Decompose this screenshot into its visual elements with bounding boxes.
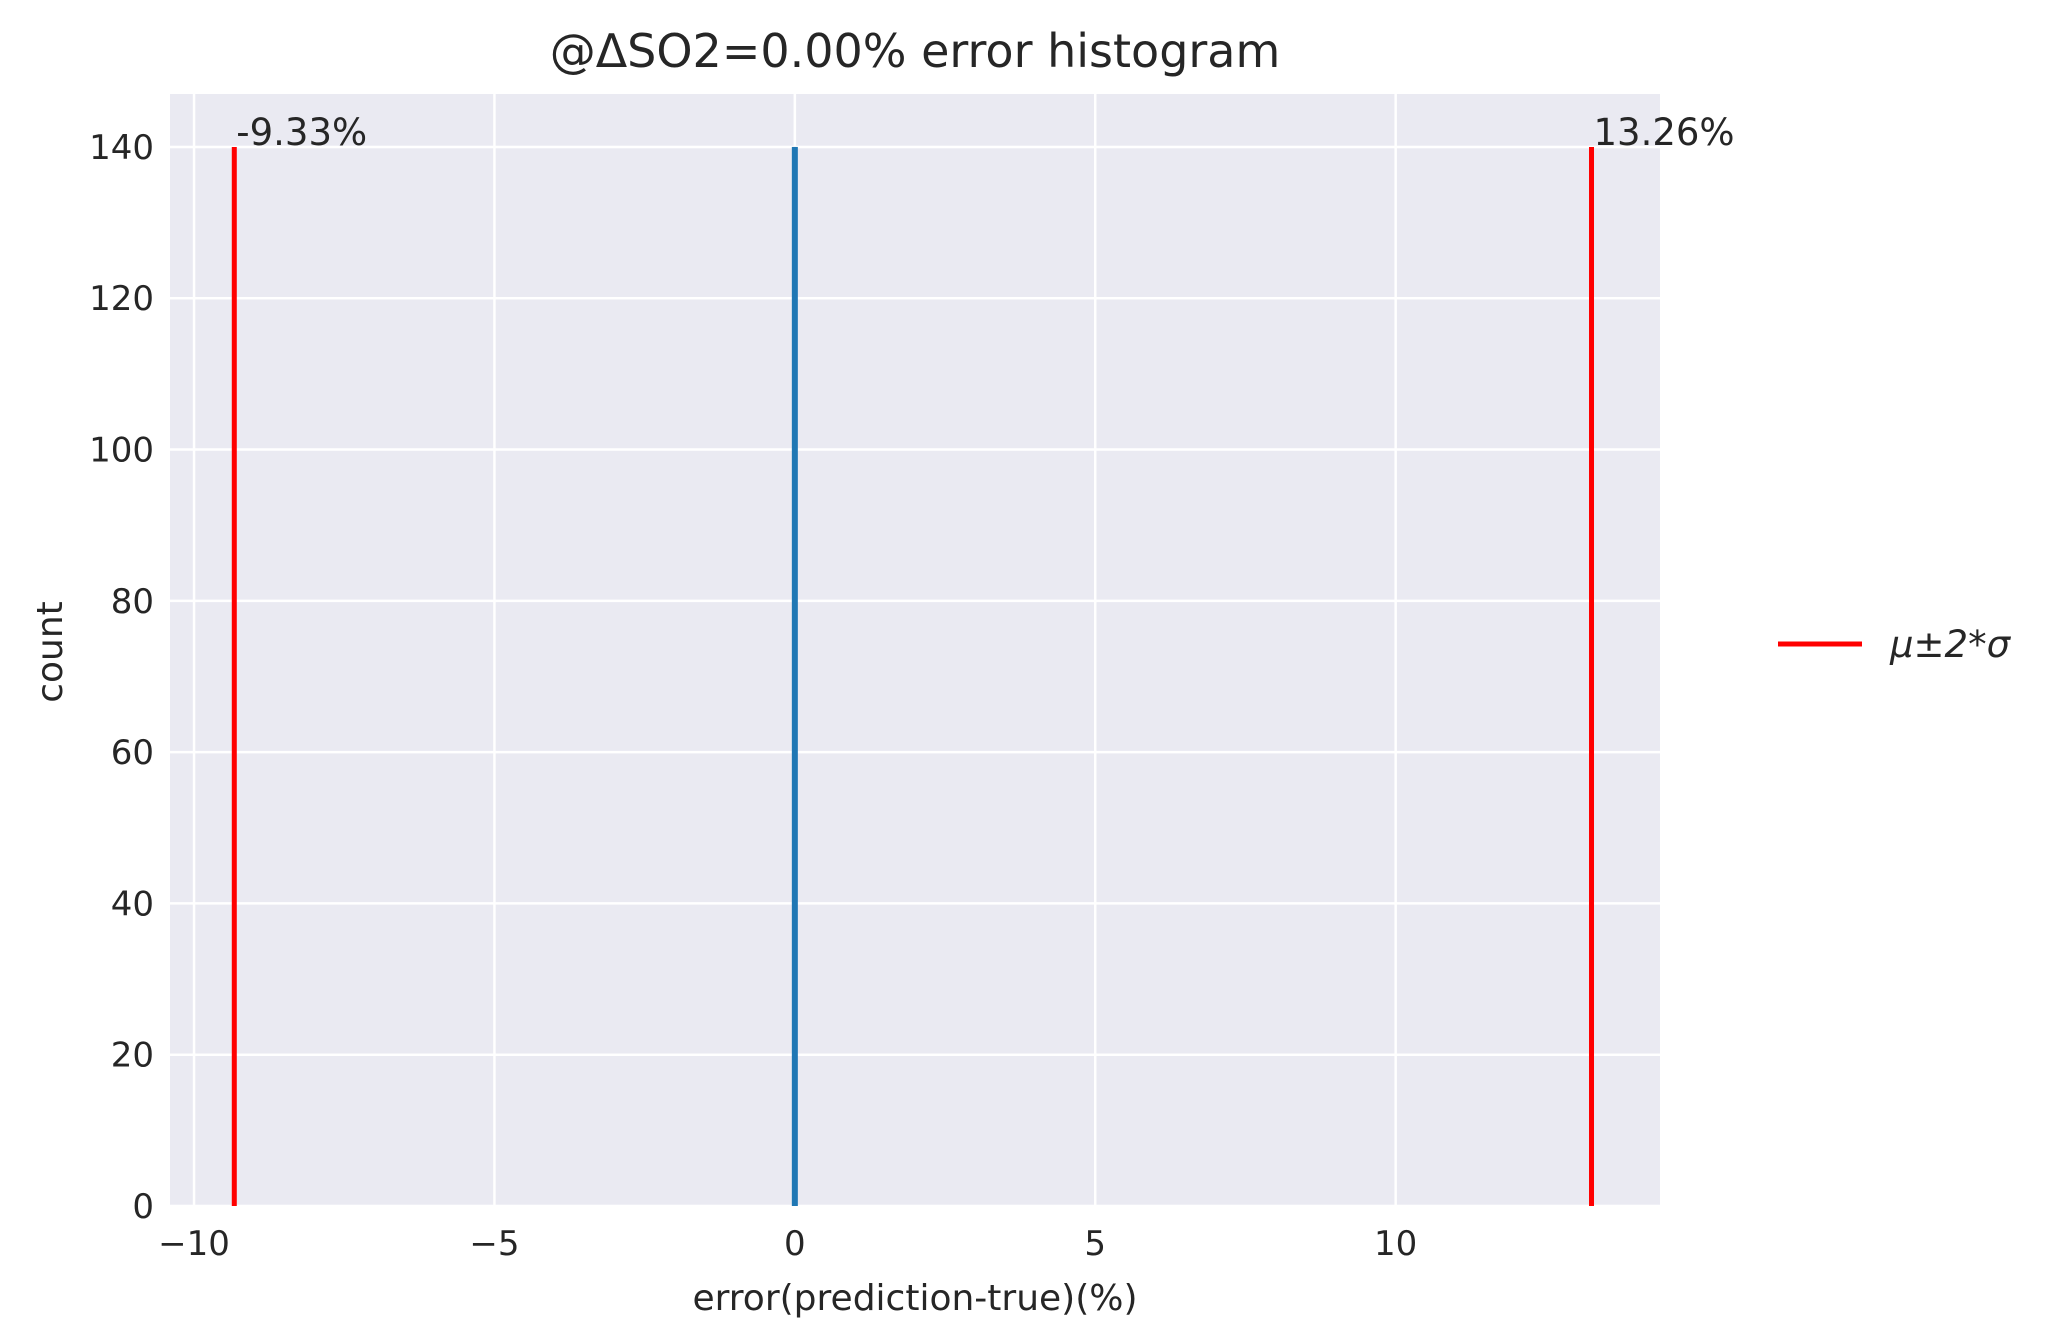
y-axis-label: count — [30, 601, 71, 703]
y-tick-label: 140 — [89, 128, 154, 168]
legend-label: μ±2*σ — [1889, 623, 2012, 666]
histogram-bars — [791, 146, 798, 1206]
x-tick-label: −10 — [158, 1224, 230, 1264]
x-tick-label: 10 — [1374, 1224, 1417, 1264]
sigma-annotations: -9.33% 13.26% — [236, 111, 1734, 154]
y-axis-ticks: 0 20 40 60 80 100 120 140 — [89, 128, 154, 1227]
plot-area — [170, 94, 1660, 1206]
sigma-lines — [231, 146, 1595, 1206]
x-axis-label: error(prediction-true)(%) — [692, 1278, 1137, 1319]
y-tick-label: 60 — [111, 733, 154, 773]
y-tick-label: 40 — [111, 884, 154, 924]
y-tick-label: 120 — [89, 279, 154, 319]
x-axis-ticks: −10 −5 0 5 10 — [158, 1224, 1417, 1264]
histogram-bar — [791, 146, 798, 1206]
x-tick-label: 0 — [784, 1224, 806, 1264]
x-tick-label: −5 — [469, 1224, 519, 1264]
chart-title: @ΔSO2=0.00% error histogram — [550, 24, 1281, 78]
y-tick-label: 100 — [89, 431, 154, 471]
y-tick-label: 80 — [111, 582, 154, 622]
sigma-annotation: 13.26% — [1594, 111, 1735, 154]
legend: μ±2*σ — [1778, 623, 2012, 666]
y-tick-label: 0 — [132, 1187, 154, 1227]
x-tick-label: 5 — [1084, 1224, 1106, 1264]
y-tick-label: 20 — [111, 1036, 154, 1076]
sigma-annotation: -9.33% — [236, 111, 367, 154]
